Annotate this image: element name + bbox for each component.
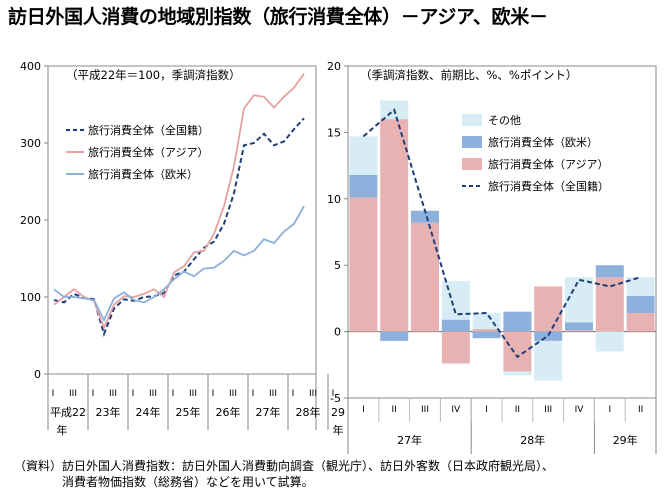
left-year-label: 24年 xyxy=(136,405,161,419)
source-line-1: （資料）訪日外国人消費指数：訪日外国人消費動向調査（観光庁）、訪日外客数（日本政… xyxy=(14,459,555,473)
right-bar-0 xyxy=(534,286,563,332)
left-year-label: 27年 xyxy=(256,405,281,419)
source-line-2: 消費者物価指数（総務省）などを用いて試算。 xyxy=(14,475,314,489)
left-x-tick-label: I xyxy=(292,389,295,399)
left-x-tick-label: III xyxy=(269,389,277,399)
left-y-tick-label: 200 xyxy=(20,214,41,227)
right-legend-label-0: その他 xyxy=(488,114,521,127)
left-year-label: 26年 xyxy=(216,405,241,419)
left-series-line-2 xyxy=(53,205,305,323)
right-legend-label-2: 旅行消費全体（アジア） xyxy=(488,157,609,171)
right-year-label: 29年 xyxy=(613,433,638,447)
right-bar-2 xyxy=(503,371,532,376)
right-bar-0 xyxy=(411,222,439,332)
right-x-tick-label: IV xyxy=(451,405,461,415)
right-y-tick-label: 15 xyxy=(327,126,341,139)
right-x-tick-label: I xyxy=(608,405,611,415)
right-x-tick-label: II xyxy=(515,405,520,415)
left-x-tick-label: III xyxy=(189,389,197,399)
right-y-tick-label: 20 xyxy=(327,60,341,73)
left-year-label-sub: 年 xyxy=(57,423,68,437)
left-year-label: 28年 xyxy=(296,405,321,419)
right-y-tick-label: 5 xyxy=(334,259,341,272)
right-bar-1 xyxy=(411,210,439,223)
left-x-tick-label: I xyxy=(252,389,255,399)
right-bar-0 xyxy=(626,313,655,332)
right-bar-0 xyxy=(565,330,593,332)
right-x-tick-label: IV xyxy=(575,405,585,415)
right-bar-2 xyxy=(534,340,563,381)
right-x-tick-label: I xyxy=(362,405,365,415)
right-legend-swatch-0 xyxy=(462,114,482,126)
right-bar-1 xyxy=(441,319,470,332)
left-x-tick-label: III xyxy=(109,389,117,399)
right-x-tick-label: I xyxy=(485,405,488,415)
right-year-label: 28年 xyxy=(520,433,545,447)
left-x-tick-label: I xyxy=(132,389,135,399)
right-legend-swatch-2 xyxy=(462,158,482,170)
source-note: （資料）訪日外国人消費指数：訪日外国人消費動向調査（観光庁）、訪日外客数（日本政… xyxy=(14,458,554,490)
right-bar-2 xyxy=(441,281,470,320)
left-legend-label-0: 旅行消費全体（全国籍） xyxy=(88,123,209,137)
right-y-tick-label: -5 xyxy=(330,392,341,405)
left-x-tick-label: I xyxy=(332,389,335,399)
right-bar-1 xyxy=(534,331,563,341)
right-bar-2 xyxy=(472,313,501,329)
left-x-tick-label: I xyxy=(92,389,95,399)
right-bar-2 xyxy=(595,331,624,352)
right-bar-1 xyxy=(472,331,501,339)
right-bar-0 xyxy=(441,331,470,364)
right-bar-1 xyxy=(595,265,624,278)
right-bar-0 xyxy=(595,277,624,332)
left-year-label-sub: 年 xyxy=(333,423,344,437)
right-bar-1 xyxy=(349,174,378,198)
right-legend-swatch-1 xyxy=(462,136,482,148)
left-x-tick-label: III xyxy=(229,389,237,399)
left-x-tick-label: I xyxy=(52,389,55,399)
right-bar-0 xyxy=(349,197,378,332)
right-bar-2 xyxy=(349,136,378,175)
left-legend-label-2: 旅行消費全体（欧米） xyxy=(88,167,198,181)
right-x-tick-label: III xyxy=(544,405,552,415)
left-year-label: 25年 xyxy=(176,405,201,419)
right-bar-0 xyxy=(380,119,409,332)
right-legend-label-3: 旅行消費全体（全国籍） xyxy=(488,179,609,193)
right-bar-1 xyxy=(565,322,593,331)
left-y-tick-label: 100 xyxy=(20,291,41,304)
chart-title: 訪日外国人消費の地域別指数（旅行消費全体）－アジア、欧米－ xyxy=(8,6,548,28)
right-y-tick-label: 10 xyxy=(327,193,341,206)
left-year-label: 平成22 xyxy=(50,406,86,419)
right-bar-1 xyxy=(503,311,532,332)
left-year-label: 29 xyxy=(331,406,345,419)
left-legend-label-1: 旅行消費全体（アジア） xyxy=(88,145,209,159)
left-y-tick-label: 400 xyxy=(20,60,41,73)
right-x-tick-label: II xyxy=(638,405,643,415)
left-year-label: 23年 xyxy=(96,405,121,419)
right-y-tick-label: 0 xyxy=(334,326,341,339)
right-chart-note: （季調済指数、前期比、%、%ポイント） xyxy=(360,68,578,82)
right-bar-2 xyxy=(565,277,593,323)
right-bar-0 xyxy=(472,328,501,332)
right-bar-1 xyxy=(380,331,409,341)
left-x-tick-label: III xyxy=(69,389,77,399)
right-bar-2 xyxy=(626,277,655,296)
left-x-tick-label: III xyxy=(309,389,317,399)
right-x-tick-label: II xyxy=(392,405,397,415)
left-y-tick-label: 0 xyxy=(34,368,41,381)
left-y-tick-label: 300 xyxy=(20,137,41,150)
right-legend-label-1: 旅行消費全体（欧米） xyxy=(488,135,598,149)
left-chart-note: （平成22年＝100，季調済指数） xyxy=(66,68,241,82)
right-bar-1 xyxy=(626,295,655,314)
right-x-tick-label: III xyxy=(421,405,429,415)
right-bar-0 xyxy=(503,331,532,372)
left-x-tick-label: I xyxy=(212,389,215,399)
left-x-tick-label: III xyxy=(149,389,157,399)
left-x-tick-label: I xyxy=(172,389,175,399)
right-year-label: 27年 xyxy=(397,433,422,447)
